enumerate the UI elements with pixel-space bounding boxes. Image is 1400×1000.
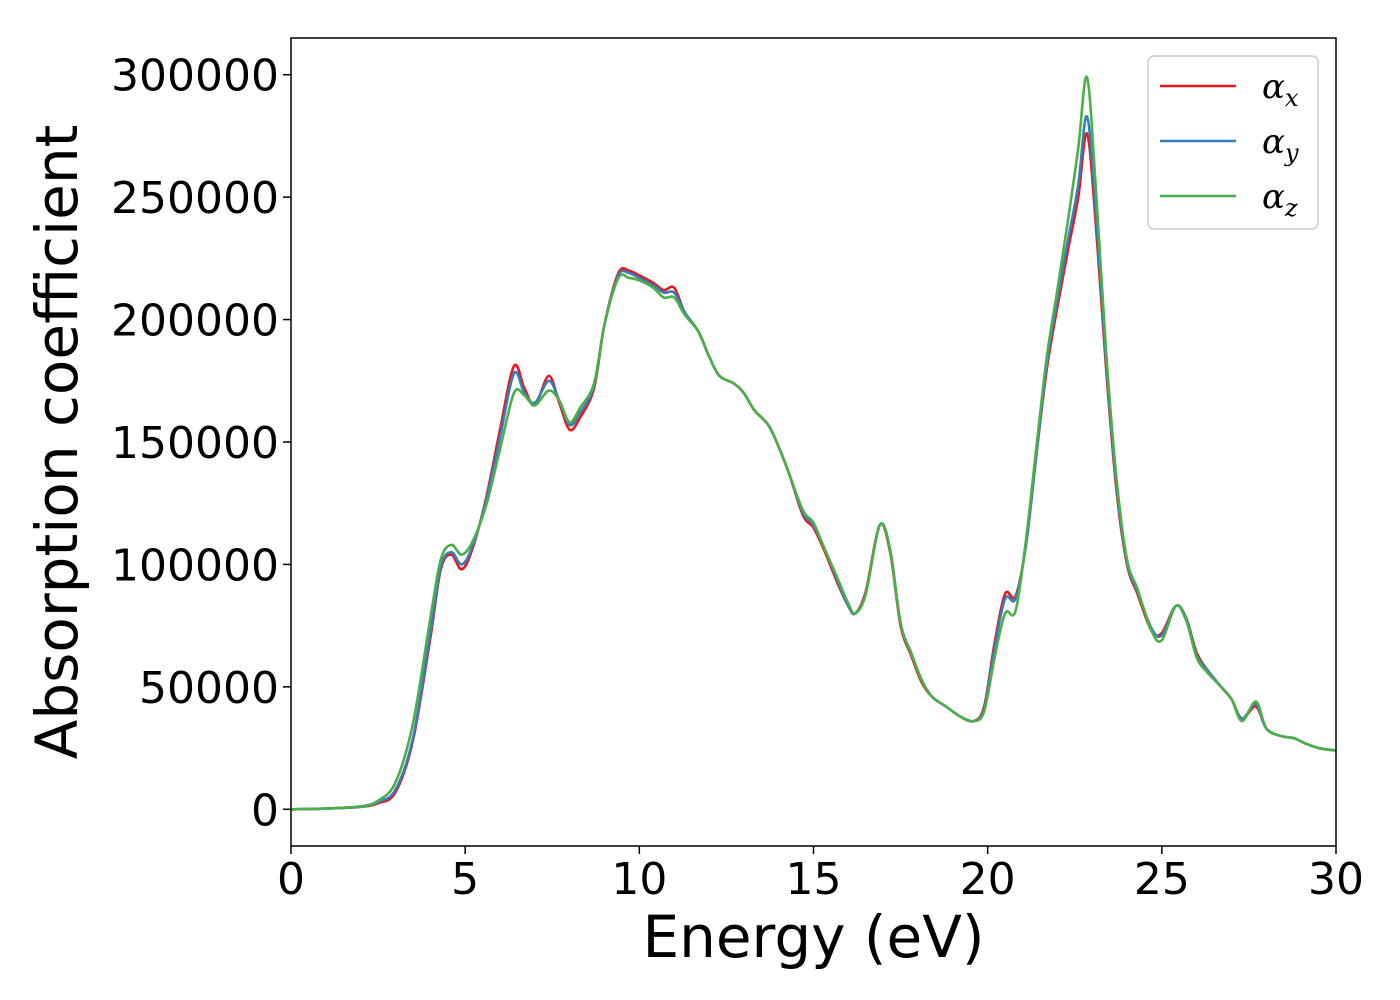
legend-box [1147, 55, 1319, 230]
legend-symbol: α [1262, 177, 1285, 217]
y-tick-label: 200000 [111, 296, 279, 347]
y-tick-label: 0 [251, 785, 279, 836]
y-tick-label: 300000 [111, 51, 279, 102]
x-axis-label: Energy (eV) [642, 903, 984, 971]
y-tick-label: 250000 [111, 173, 279, 224]
legend-label-x: αx [1262, 67, 1299, 112]
x-tick-label: 20 [960, 854, 1016, 905]
x-axis-ticks: 0 5 10 15 20 25 30 [277, 846, 1364, 905]
legend-subscript: y [1284, 139, 1299, 167]
legend-label-z: αz [1262, 177, 1298, 222]
x-tick-label: 15 [786, 854, 842, 905]
series-line-z [291, 75, 1336, 811]
y-tick-label: 150000 [111, 418, 279, 469]
y-axis-label: Absorption coefficient [23, 125, 91, 760]
plot-frame [290, 37, 1337, 847]
legend-subscript: z [1284, 194, 1298, 222]
y-axis-ticks: 0 50000 100000 150000 200000 250000 300000 [111, 51, 291, 836]
legend-label-y: αy [1262, 122, 1299, 167]
series-layer [291, 75, 1336, 811]
legend-subscript: x [1285, 84, 1299, 112]
y-tick-label: 100000 [111, 540, 279, 591]
x-tick-label: 25 [1134, 854, 1190, 905]
x-tick-label: 0 [277, 854, 305, 905]
x-tick-label: 10 [611, 854, 667, 905]
x-tick-label: 5 [451, 854, 479, 905]
legend-symbol: α [1262, 122, 1285, 162]
legend-symbol: α [1262, 67, 1285, 107]
y-tick-label: 50000 [139, 663, 279, 714]
x-tick-label: 30 [1308, 854, 1364, 905]
series-line-x [291, 132, 1336, 811]
